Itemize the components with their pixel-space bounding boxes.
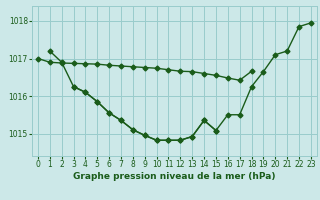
X-axis label: Graphe pression niveau de la mer (hPa): Graphe pression niveau de la mer (hPa) [73,172,276,181]
